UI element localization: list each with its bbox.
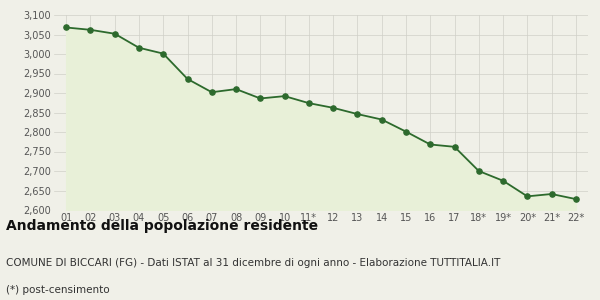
Text: (*) post-censimento: (*) post-censimento xyxy=(6,285,110,295)
Point xyxy=(86,27,95,32)
Point xyxy=(231,87,241,92)
Point xyxy=(353,112,362,116)
Point xyxy=(207,90,217,94)
Point xyxy=(328,105,338,110)
Point xyxy=(158,51,168,56)
Point xyxy=(498,178,508,183)
Point xyxy=(523,194,532,199)
Point xyxy=(401,129,411,134)
Point xyxy=(280,94,289,98)
Point xyxy=(474,169,484,173)
Point xyxy=(61,25,71,30)
Point xyxy=(547,192,556,197)
Point xyxy=(256,96,265,101)
Point xyxy=(450,144,460,149)
Point xyxy=(110,31,119,36)
Text: Andamento della popolazione residente: Andamento della popolazione residente xyxy=(6,219,318,233)
Point xyxy=(134,45,144,50)
Point xyxy=(571,197,581,202)
Point xyxy=(304,101,314,106)
Point xyxy=(377,117,386,122)
Text: COMUNE DI BICCARI (FG) - Dati ISTAT al 31 dicembre di ogni anno - Elaborazione T: COMUNE DI BICCARI (FG) - Dati ISTAT al 3… xyxy=(6,258,500,268)
Point xyxy=(182,76,192,81)
Point xyxy=(425,142,435,147)
